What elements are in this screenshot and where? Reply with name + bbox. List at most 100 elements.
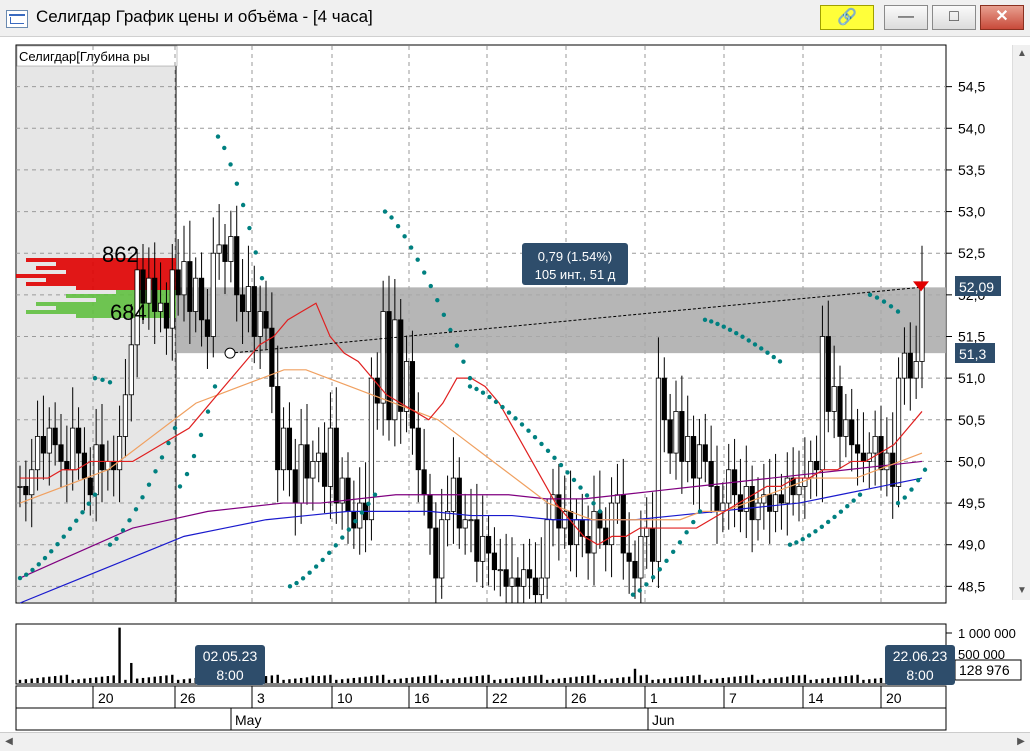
minimize-button[interactable]: — xyxy=(884,5,928,30)
candle-body xyxy=(368,377,375,521)
sar-dot xyxy=(819,524,825,529)
month-axis xyxy=(15,707,947,731)
candle-body xyxy=(75,427,82,454)
sar-dot xyxy=(467,375,473,381)
candle-body xyxy=(491,552,498,571)
sar-dot xyxy=(300,576,306,581)
day-label: 1 xyxy=(650,690,658,706)
candle-body xyxy=(339,477,345,504)
y-tick-label: 52,5 xyxy=(958,245,985,261)
candle-body xyxy=(679,411,685,462)
candle-body xyxy=(157,302,164,312)
sar-dot xyxy=(721,324,726,329)
day-label: 3 xyxy=(257,690,265,706)
sar-dot xyxy=(800,537,805,542)
price-volume-chart[interactable]: Селигдар[Глубина ры 862 684 0,79 (1.54%)… xyxy=(0,37,1030,750)
sar-dot xyxy=(493,399,499,405)
sar-dot xyxy=(526,428,531,433)
candle-body xyxy=(263,311,269,329)
candle-body xyxy=(280,427,287,471)
sar-dot xyxy=(740,334,745,339)
horizontal-scrollbar[interactable]: ◀ ▶ xyxy=(0,732,1030,751)
sar-dot xyxy=(17,575,23,581)
sar-dot xyxy=(448,327,453,333)
sar-dot xyxy=(916,477,921,483)
candle-body xyxy=(175,269,181,296)
chart-area[interactable]: Селигдар[Глубина ры 862 684 0,79 (1.54%)… xyxy=(0,37,1030,751)
close-button[interactable]: ✕ xyxy=(980,5,1024,30)
sar-dot xyxy=(881,299,887,304)
title-bar: Селигдар График цены и объёма - [4 часа]… xyxy=(0,0,1030,37)
candle-body xyxy=(661,377,667,421)
candle-body xyxy=(99,444,105,471)
candle-body xyxy=(485,535,492,554)
sar-dot xyxy=(61,534,66,539)
day-axis xyxy=(15,685,947,709)
sar-dot xyxy=(746,338,751,343)
sar-dot xyxy=(435,297,440,303)
day-label: 7 xyxy=(729,690,737,706)
sar-dot xyxy=(441,312,447,318)
y-tick-label: 49,0 xyxy=(958,537,985,553)
sar-dot xyxy=(513,416,518,421)
candle-body xyxy=(228,236,234,262)
sar-dot xyxy=(247,225,252,231)
candle-body xyxy=(573,519,580,546)
candle-body xyxy=(655,377,662,562)
candle-body xyxy=(784,477,790,504)
candle-body xyxy=(327,427,334,487)
vertical-scrollbar[interactable]: ▲ ▼ xyxy=(1012,45,1030,600)
sar-dot xyxy=(777,359,783,364)
candle-body xyxy=(638,535,644,579)
sar-dot xyxy=(664,558,669,564)
sar-dot xyxy=(389,215,394,220)
candle-body xyxy=(632,560,638,579)
sar-dot xyxy=(359,510,365,515)
sar-dot xyxy=(545,448,551,453)
candle-body xyxy=(626,552,632,562)
sar-dot xyxy=(752,342,758,347)
candle-body xyxy=(591,510,597,554)
ask-profile-bar xyxy=(56,262,176,266)
parabolic-sar xyxy=(17,134,928,597)
sar-dot xyxy=(480,390,486,395)
link-icon[interactable]: 🔗 xyxy=(820,5,874,30)
end-date: 22.06.23 xyxy=(893,648,948,664)
depth-panel-label: Селигдар[Глубина ры xyxy=(19,49,150,64)
sar-dot xyxy=(806,533,812,538)
scroll-down-icon[interactable]: ▼ xyxy=(1017,585,1027,596)
candle-body xyxy=(210,252,216,337)
y-tick-label: 50,5 xyxy=(958,412,985,428)
scroll-up-icon[interactable]: ▲ xyxy=(1017,48,1027,59)
candle-body xyxy=(860,452,867,462)
candle-body xyxy=(685,436,691,462)
sar-dot xyxy=(92,375,98,381)
sar-dot xyxy=(159,455,165,460)
candle-body xyxy=(866,452,872,462)
sar-dot xyxy=(153,469,158,474)
sar-dot xyxy=(327,550,332,556)
y-tick-label: 51,5 xyxy=(958,328,985,344)
candle-body xyxy=(298,444,304,504)
sar-dot xyxy=(825,519,831,525)
candle-body xyxy=(433,527,439,579)
sar-dot xyxy=(759,346,764,351)
sar-dot xyxy=(313,564,319,569)
candle-body xyxy=(521,569,527,587)
candle-body xyxy=(29,469,35,496)
scroll-left-icon[interactable]: ◀ xyxy=(5,736,13,747)
candle-body xyxy=(778,494,785,504)
candle-body xyxy=(702,444,708,462)
sar-dot xyxy=(697,509,703,514)
sar-dot xyxy=(294,580,299,586)
volume-tick-1: 1 000 000 xyxy=(958,626,1016,641)
y-tick-label: 50,0 xyxy=(958,453,985,469)
candle-body xyxy=(755,502,761,521)
candle-body xyxy=(46,427,52,454)
scroll-right-icon[interactable]: ▶ xyxy=(1017,736,1025,747)
bid-profile-bar xyxy=(66,294,176,298)
candle-body xyxy=(392,319,398,421)
candle-body xyxy=(907,352,913,379)
y-tick-label: 53,0 xyxy=(958,204,985,220)
maximize-button[interactable]: □ xyxy=(932,5,976,30)
